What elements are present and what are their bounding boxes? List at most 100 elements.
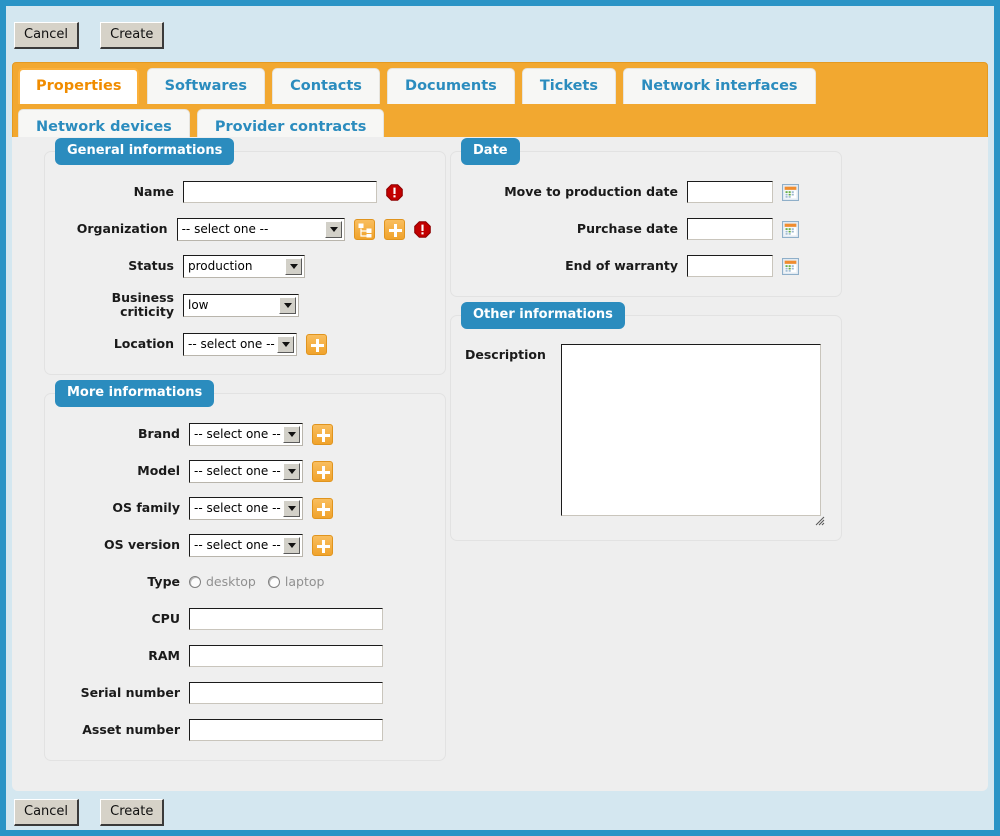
radio-laptop[interactable]	[267, 576, 280, 588]
panel-date: Date Move to production date	[450, 138, 842, 297]
label-location: Location	[113, 336, 174, 351]
field-row-model: Model -- select one --	[59, 459, 431, 483]
end-of-warranty-input[interactable]	[687, 255, 773, 277]
asset-number-input[interactable]	[189, 719, 383, 741]
panel-general-informations: General informations Name Organization -…	[44, 138, 446, 375]
label-model: Model	[137, 463, 180, 478]
panel-legend-general: General informations	[55, 138, 235, 165]
organization-add-button[interactable]	[384, 218, 405, 240]
label-asset-number: Asset number	[82, 722, 180, 737]
purchase-date-input[interactable]	[687, 218, 773, 240]
os-family-select[interactable]: -- select one --	[189, 496, 303, 520]
radio-label-desktop: desktop	[206, 574, 256, 589]
panel-legend-more: More informations	[55, 380, 215, 407]
label-serial-number: Serial number	[80, 685, 180, 700]
type-option-desktop[interactable]: desktop	[189, 575, 256, 589]
field-row-ram: RAM	[59, 644, 431, 668]
calendar-icon-purchase-date[interactable]	[782, 220, 799, 238]
field-row-description: Description	[465, 344, 827, 526]
os-version-select-value: -- select one --	[194, 538, 281, 552]
chevron-down-icon	[283, 425, 300, 443]
move-to-production-date-input[interactable]	[687, 181, 773, 203]
tab-contacts[interactable]: Contacts	[272, 68, 380, 104]
location-add-button[interactable]	[306, 333, 327, 355]
cancel-button-bottom[interactable]: Cancel	[14, 799, 80, 826]
tab-properties[interactable]: Properties	[18, 68, 140, 104]
radio-label-laptop: laptop	[284, 574, 325, 589]
resize-grip-icon[interactable]	[815, 516, 825, 526]
label-os-family: OS family	[112, 500, 180, 515]
field-row-brand: Brand -- select one --	[59, 422, 431, 446]
label-organization: Organization	[76, 221, 168, 236]
description-textarea[interactable]	[561, 344, 821, 516]
chevron-down-icon	[283, 499, 300, 517]
model-select[interactable]: -- select one --	[189, 459, 303, 483]
description-wrapper	[561, 344, 825, 526]
name-input[interactable]	[183, 181, 377, 203]
field-row-organization: Organization -- select one --	[59, 217, 431, 241]
tab-tickets[interactable]: Tickets	[521, 68, 616, 104]
status-select-value: production	[188, 259, 253, 273]
os-version-select[interactable]: -- select one --	[189, 533, 303, 557]
location-select[interactable]: -- select one --	[183, 332, 297, 356]
serial-number-input[interactable]	[189, 682, 383, 704]
field-row-purchase-date: Purchase date	[465, 217, 827, 241]
brand-add-button[interactable]	[312, 423, 333, 445]
label-cpu: CPU	[151, 611, 181, 626]
field-row-business-criticity: Business criticity low	[59, 291, 431, 319]
right-column: Date Move to production date	[450, 138, 842, 559]
field-row-cpu: CPU	[59, 607, 431, 631]
field-row-serial-number: Serial number	[59, 681, 431, 705]
field-row-end-of-warranty: End of warranty	[465, 254, 827, 278]
chevron-down-icon	[283, 462, 300, 480]
error-icon-organization	[414, 220, 431, 238]
chevron-down-icon	[277, 335, 294, 353]
field-row-os-family: OS family -- select one --	[59, 496, 431, 520]
organization-tree-picker-button[interactable]	[354, 218, 375, 240]
radio-desktop[interactable]	[189, 576, 201, 588]
bottom-toolbar: Cancel Create	[6, 799, 180, 826]
field-row-move-to-production-date: Move to production date	[465, 180, 827, 204]
chevron-down-icon	[283, 536, 300, 554]
tab-documents[interactable]: Documents	[387, 68, 515, 104]
type-radio-group: desktop laptop	[189, 575, 336, 589]
field-row-os-version: OS version -- select one --	[59, 533, 431, 557]
panel-more-informations: More informations Brand -- select one --…	[44, 380, 446, 761]
cpu-input[interactable]	[189, 608, 383, 630]
label-type: Type	[147, 574, 180, 589]
hierarchy-icon	[358, 223, 372, 237]
tab-softwares[interactable]: Softwares	[146, 68, 266, 104]
chevron-down-icon	[279, 296, 296, 314]
label-name: Name	[133, 184, 174, 199]
brand-select-value: -- select one --	[194, 427, 281, 441]
business-criticity-select[interactable]: low	[183, 293, 299, 317]
organization-select-value: -- select one --	[181, 222, 269, 236]
organization-select[interactable]: -- select one --	[176, 217, 345, 241]
field-row-asset-number: Asset number	[59, 718, 431, 742]
create-button-bottom[interactable]: Create	[100, 799, 165, 826]
cancel-button-top[interactable]: Cancel	[14, 22, 80, 49]
os-family-add-button[interactable]	[312, 497, 333, 519]
create-button-top[interactable]: Create	[100, 22, 165, 49]
os-version-add-button[interactable]	[312, 534, 333, 556]
top-toolbar: Cancel Create	[6, 22, 180, 56]
label-status: Status	[128, 258, 174, 273]
model-select-value: -- select one --	[194, 464, 281, 478]
panel-other-informations: Other informations Description	[450, 302, 842, 541]
field-row-location: Location -- select one --	[59, 332, 431, 356]
tab-network-interfaces[interactable]: Network interfaces	[623, 68, 816, 104]
brand-select[interactable]: -- select one --	[189, 422, 303, 446]
label-purchase-date: Purchase date	[576, 221, 678, 236]
label-os-version: OS version	[104, 537, 180, 552]
status-select[interactable]: production	[183, 254, 305, 278]
label-description: Description	[465, 347, 546, 362]
model-add-button[interactable]	[312, 460, 333, 482]
type-option-laptop[interactable]: laptop	[267, 574, 325, 589]
calendar-icon-end-of-warranty[interactable]	[782, 257, 799, 275]
calendar-icon-move-to-production[interactable]	[782, 183, 799, 201]
label-business-criticity: Business criticity	[111, 290, 174, 319]
panel-legend-date: Date	[461, 138, 520, 165]
ram-input[interactable]	[189, 645, 383, 667]
label-brand: Brand	[138, 426, 180, 441]
os-family-select-value: -- select one --	[194, 501, 281, 515]
